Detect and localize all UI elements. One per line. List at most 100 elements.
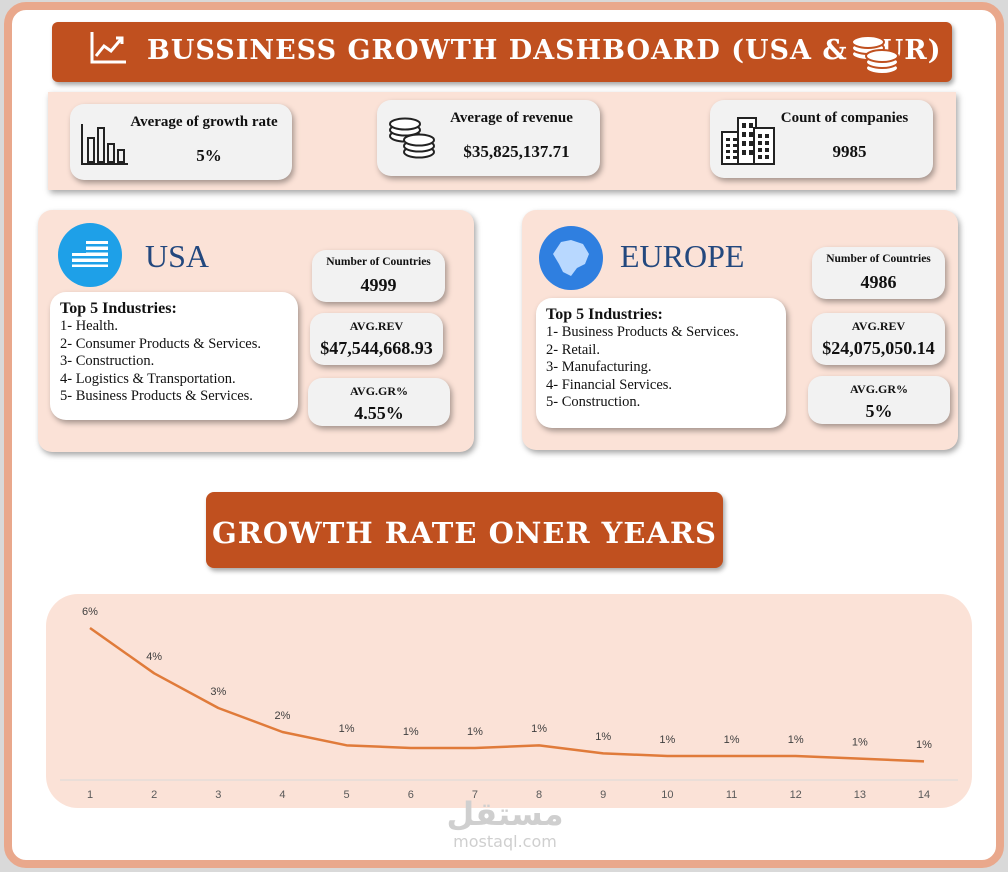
- industry: 3- Manufacturing.: [546, 359, 652, 376]
- region-name: EUROPE: [620, 238, 745, 274]
- x-tick-label: 4: [279, 789, 285, 801]
- kpi-value: $35,825,137.71: [463, 142, 570, 161]
- region-icon: [58, 223, 122, 287]
- continent: [553, 240, 589, 276]
- icon-window: [765, 155, 769, 159]
- stat-value: $47,544,668.93: [320, 338, 433, 358]
- x-tick-label: 1: [87, 789, 93, 801]
- icon-bar: [97, 127, 105, 163]
- line: [89, 626, 925, 763]
- icon-window: [733, 150, 737, 153]
- kpi-label: Count of companies: [780, 110, 909, 126]
- kpi-card: Average of revenue $35,825,137.71: [377, 100, 600, 176]
- industries-title: Top 5 Industries:: [546, 306, 663, 323]
- x-tick-label: 6: [408, 789, 414, 801]
- stat-card: AVG.GR% 4.55%: [308, 378, 450, 426]
- icon-window: [733, 144, 737, 147]
- icon-window: [742, 123, 746, 128]
- icon-coin: [403, 133, 435, 147]
- industry: 5- Construction.: [546, 394, 641, 411]
- data-label: 1%: [852, 737, 868, 749]
- icon-window: [742, 141, 746, 146]
- data-label: 1%: [916, 739, 932, 751]
- industries-box: Top 5 Industries: 1- Business Products & …: [536, 298, 786, 428]
- icon-window: [758, 141, 762, 145]
- data-label: 6%: [82, 606, 98, 618]
- x-tick-label: 9: [600, 789, 606, 801]
- stat-label: Number of Countries: [326, 256, 431, 268]
- icon-window: [726, 156, 730, 159]
- icon-window: [726, 150, 730, 153]
- icon-window: [749, 123, 753, 128]
- kpi-icon: [389, 117, 435, 159]
- chart-title-bg: [206, 492, 723, 568]
- icon-bar: [87, 137, 95, 163]
- chart-title-bar: GROWTH RATE ONER YEARS: [206, 492, 723, 568]
- kpi-icon: [721, 117, 775, 165]
- flag-stripe: [72, 244, 108, 247]
- flag-stripe: [72, 262, 108, 265]
- kpi-label: Average of revenue: [450, 110, 573, 126]
- stat-card: Number of Countries 4999: [312, 250, 445, 302]
- stat-label: Number of Countries: [826, 253, 931, 265]
- icon-window: [733, 138, 737, 141]
- data-label: 3%: [210, 686, 226, 698]
- stat-value: 5%: [865, 401, 893, 421]
- x-tick-label: 7: [472, 789, 478, 801]
- data-label: 1%: [595, 731, 611, 743]
- icon-window: [749, 132, 753, 137]
- chart-bg: [46, 594, 972, 808]
- x-tick-label: 12: [790, 789, 802, 801]
- flag-stripe: [72, 250, 108, 253]
- industry: 4- Logistics & Transportation.: [60, 370, 236, 387]
- industry: 2- Consumer Products & Services.: [60, 335, 261, 352]
- kpi-label: Average of growth rate: [130, 114, 278, 130]
- stat-card: AVG.GR% 5%: [808, 376, 950, 424]
- icon-window: [758, 148, 762, 152]
- stat-value: 4986: [860, 272, 897, 292]
- chart-title: GROWTH RATE ONER YEARS: [212, 516, 717, 550]
- region-name: USA: [145, 238, 210, 274]
- stat-label: AVG.REV: [851, 319, 906, 333]
- icon-window: [742, 132, 746, 137]
- kpi-icon: [81, 124, 128, 165]
- data-label: 1%: [724, 734, 740, 746]
- stat-label: AVG.GR%: [849, 382, 909, 396]
- data-label: 1%: [788, 734, 804, 746]
- kpi-card: Count of companies 9985: [710, 100, 933, 178]
- region-icon: [539, 226, 603, 290]
- data-label: 2%: [275, 710, 291, 722]
- stat-value: $24,075,050.14: [822, 338, 935, 358]
- stat-label: AVG.REV: [349, 319, 404, 333]
- data-label: 4%: [146, 651, 162, 663]
- stat-card: Number of Countries 4986: [812, 247, 945, 299]
- icon-window: [758, 155, 762, 159]
- icon-bar: [117, 149, 125, 163]
- industries-box: Top 5 Industries: 1- Health. 2- Consumer P…: [50, 292, 298, 420]
- header-title: BUSSINESS GROWTH DASHBOARD (USA & EUR): [147, 35, 942, 66]
- icon-coin: [389, 117, 421, 131]
- watermark: مستقل mostaql.com: [440, 796, 570, 851]
- stat-value: 4999: [360, 275, 397, 295]
- data-label: 1%: [467, 726, 483, 738]
- chart-icon: [90, 32, 126, 64]
- line-chart: 1 2 3 4 5 6 7 8 9 10 11 12 13 146%4%3%2%1% 1% 1% 1%1% 1% 1…: [46, 594, 972, 808]
- industry: 5- Business Products & Services.: [60, 388, 253, 405]
- flag-stripe: [72, 256, 108, 259]
- industry: 4- Financial Services.: [546, 376, 673, 393]
- coins-icon: [851, 35, 899, 75]
- x-tick-label: 3: [215, 789, 221, 801]
- data-label: 1%: [403, 726, 419, 738]
- stat-card: AVG.REV $24,075,050.14: [812, 313, 945, 365]
- icon-window: [758, 134, 762, 138]
- flag-canton: [72, 241, 86, 253]
- icon-bar: [107, 143, 115, 163]
- icon-window: [765, 148, 769, 152]
- data-label: 1%: [659, 734, 675, 746]
- icon-window: [765, 141, 769, 145]
- x-tick-label: 13: [854, 789, 866, 801]
- stat-value: 4.55%: [354, 403, 404, 423]
- icon-line: [81, 124, 128, 165]
- data-label: 1%: [531, 723, 547, 735]
